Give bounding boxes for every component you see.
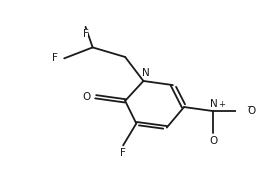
- Text: F: F: [52, 53, 58, 63]
- Text: O: O: [247, 106, 255, 116]
- Text: N: N: [210, 99, 217, 109]
- Text: F: F: [83, 29, 89, 39]
- Text: O: O: [209, 136, 217, 146]
- Text: N: N: [141, 69, 149, 78]
- Text: F: F: [120, 148, 126, 158]
- Text: O: O: [83, 92, 91, 102]
- Text: −: −: [246, 102, 253, 111]
- Text: +: +: [218, 100, 225, 109]
